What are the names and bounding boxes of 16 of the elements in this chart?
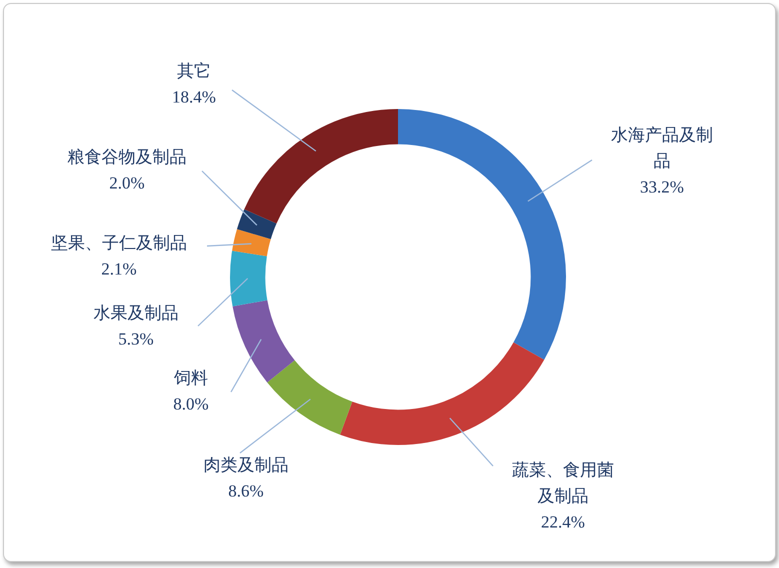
data-label: 33.2% (640, 177, 684, 196)
data-label: 2.1% (101, 259, 137, 278)
slice-label: 蔬菜、食用菌及制品 (512, 460, 614, 506)
data-label: 8.6% (228, 481, 264, 500)
slice-label: 水果及制品 (94, 303, 178, 322)
slice-label: 饲料 (173, 368, 208, 388)
data-label: 18.4% (172, 87, 216, 106)
data-label: 5.3% (118, 329, 154, 348)
data-label: 8.0% (173, 394, 209, 414)
slice-label: 粮食谷物及制品 (68, 147, 186, 166)
data-label: 22.4% (541, 512, 585, 532)
slice-label: 其它 (177, 61, 211, 80)
slice-label: 坚果、子仁及制品 (51, 233, 187, 252)
slice-label: 肉类及制品 (204, 455, 288, 474)
data-label: 2.0% (109, 173, 145, 192)
slice-label: 水海产品及制品 (611, 125, 713, 170)
